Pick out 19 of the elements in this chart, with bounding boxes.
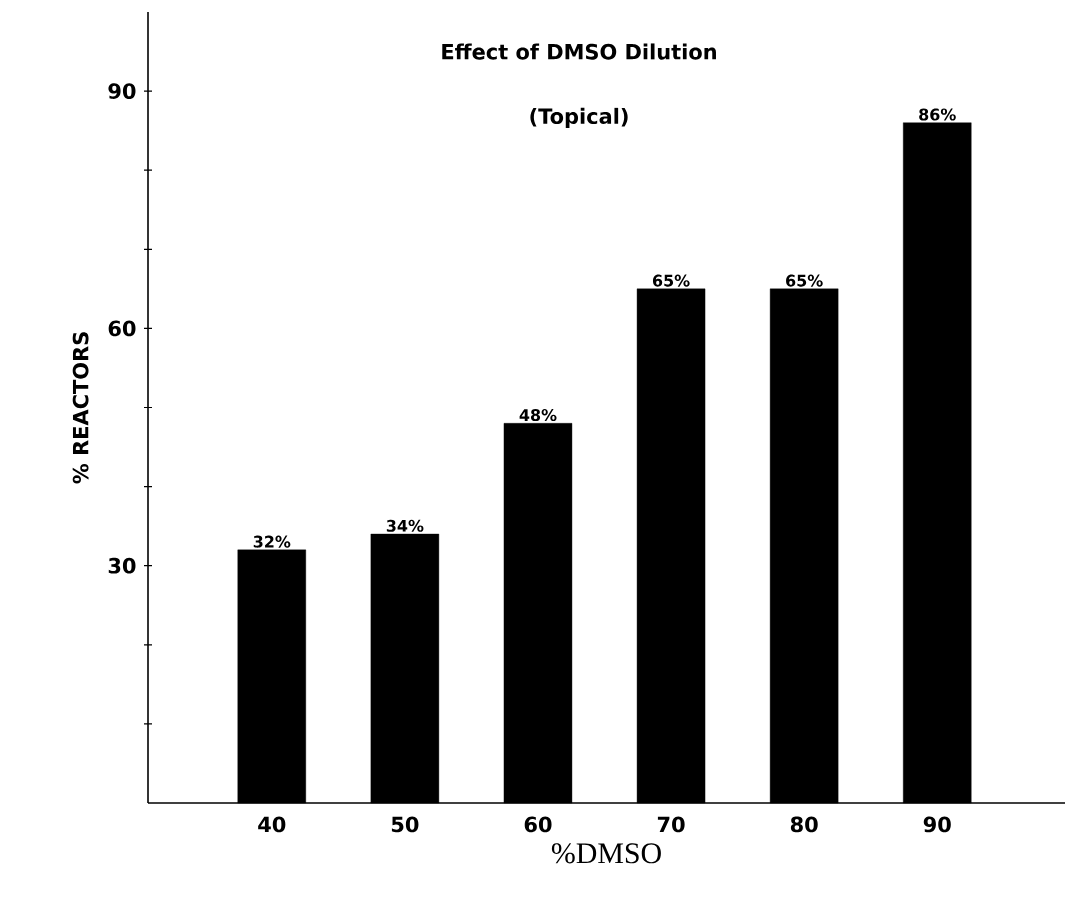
data-label: 65% (652, 274, 690, 287)
y-tick-label: 60 (108, 320, 136, 337)
x-tick-label: 60 (524, 816, 552, 833)
y-tick-label: 90 (108, 83, 136, 99)
text: (Topical) (530, 107, 628, 129)
x-tick-label: 80 (790, 816, 818, 833)
data-label: 32% (253, 535, 291, 548)
text: Effect of DMSO Dilution (442, 43, 716, 60)
x-tick-label: 50 (391, 816, 419, 833)
data-label: 86% (919, 108, 956, 121)
x-tick-label: 70 (657, 816, 685, 833)
data-label: 34% (386, 519, 424, 532)
y-axis-title: % REACTORS (72, 332, 89, 484)
x-tick-label: 40 (258, 816, 286, 833)
data-label: 48% (519, 409, 557, 422)
y-tick-label: 30 (108, 557, 136, 574)
data-label: 65% (786, 274, 823, 287)
x-tick-label: 90 (923, 816, 951, 833)
x-axis-title: %DMSO (551, 843, 661, 864)
